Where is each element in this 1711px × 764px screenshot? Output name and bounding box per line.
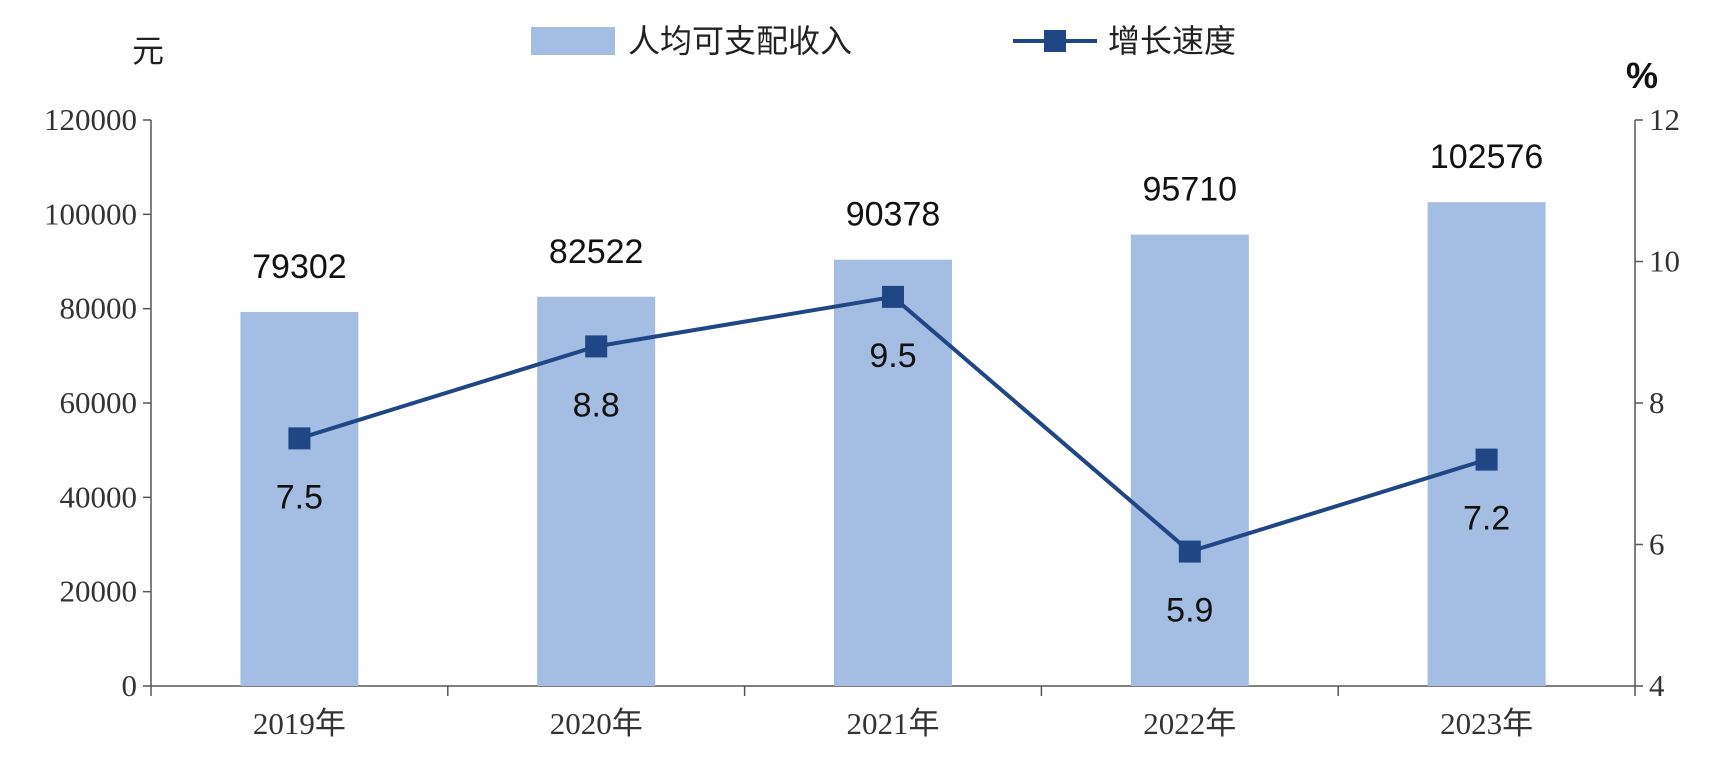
x-axis-tick-label: 2022年 xyxy=(1143,706,1236,741)
left-axis-tick-label: 0 xyxy=(122,668,138,703)
axes: 0 20000 40000 60000 80000 100000 120000 4 6 8 10 12… xyxy=(44,102,1680,741)
line-value-labels: 7.5 8.8 9.5 5.9 7.2 xyxy=(276,337,1510,630)
line-value-label: 7.2 xyxy=(1463,500,1510,538)
left-axis-tick-label: 120000 xyxy=(44,102,137,137)
x-axis-tick-label: 2023年 xyxy=(1440,706,1533,741)
legend-swatch-income xyxy=(531,27,615,55)
x-axis-tick-label: 2019年 xyxy=(253,706,346,741)
bar-value-label: 95710 xyxy=(1143,171,1238,209)
left-axis-tick-label: 100000 xyxy=(44,196,137,231)
line-point-marker xyxy=(1475,448,1498,471)
bar xyxy=(537,296,656,686)
bar-value-label: 82522 xyxy=(549,233,644,271)
line-value-label: 9.5 xyxy=(869,337,916,375)
right-axis-tick-label: 4 xyxy=(1649,668,1665,703)
legend-label-growth: 增长速度 xyxy=(1108,22,1236,60)
bar-value-labels: 79302 82522 90378 95710 102576 xyxy=(252,138,1543,286)
right-axis-tick-label: 12 xyxy=(1649,102,1680,137)
line-point-marker xyxy=(882,285,904,308)
legend: 人均可支配收入 增长速度 xyxy=(531,22,1236,60)
axis-units: 元% xyxy=(132,33,1658,96)
line-value-label: 7.5 xyxy=(276,478,323,516)
x-axis-tick-label: 2021年 xyxy=(847,706,940,741)
x-axis-tick-label: 2020年 xyxy=(550,706,643,741)
line-point-marker xyxy=(585,335,608,358)
line-value-label: 5.9 xyxy=(1166,592,1213,630)
legend-marker-growth xyxy=(1044,30,1066,52)
left-axis-tick-label: 80000 xyxy=(60,291,138,326)
bar xyxy=(240,311,359,686)
left-axis-tick-label: 40000 xyxy=(60,479,138,514)
line-point-marker xyxy=(1178,540,1201,563)
right-axis-tick-label: 8 xyxy=(1649,385,1665,420)
bar-series xyxy=(240,202,1546,686)
right-axis-tick-label: 6 xyxy=(1649,527,1665,562)
line-series xyxy=(288,285,1498,563)
bar-value-label: 90378 xyxy=(846,196,941,234)
line-value-label: 8.8 xyxy=(573,386,620,424)
left-axis-unit: 元 xyxy=(132,33,164,69)
bar-value-label: 102576 xyxy=(1430,138,1543,176)
left-axis-tick-label: 60000 xyxy=(60,385,138,420)
bar xyxy=(1130,234,1249,686)
legend-label-income: 人均可支配收入 xyxy=(628,22,852,60)
right-axis-unit: % xyxy=(1626,55,1658,96)
right-axis-tick-label: 10 xyxy=(1649,244,1680,279)
bar xyxy=(834,259,952,686)
line-point-marker xyxy=(288,427,311,450)
bar xyxy=(1427,202,1546,686)
left-axis-tick-label: 20000 xyxy=(60,574,138,609)
bar-value-label: 79302 xyxy=(252,248,347,286)
